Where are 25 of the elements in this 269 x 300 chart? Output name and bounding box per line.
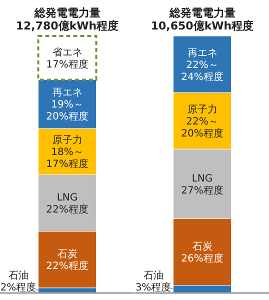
data-label: 3%程度	[134, 282, 171, 294]
data-label: 27%程度	[180, 184, 223, 196]
data-label: 22%程度	[46, 260, 88, 272]
series-label: 再エネ	[186, 48, 217, 59]
series-label: 原子力	[186, 103, 217, 116]
data-label: 19%～20%程度	[46, 100, 88, 123]
series-label: LNG	[56, 192, 78, 204]
data-label: 18%～17%程度	[46, 147, 88, 170]
series-label: 省エネ	[52, 46, 82, 58]
series-label: 石油	[142, 270, 163, 282]
data-label: 17%程度	[46, 58, 88, 70]
series-label: 石炭	[57, 248, 78, 260]
data-label: 22%～20%程度	[180, 116, 223, 140]
data-label: 2%程度	[0, 282, 36, 294]
series-label: LNG	[191, 173, 212, 184]
data-label: 22%程度	[46, 204, 88, 216]
data-label: 26%程度	[180, 252, 223, 264]
data-label: 22%～24%程度	[180, 60, 223, 83]
series-label: 再エネ	[52, 88, 82, 99]
series-label: 原子力	[52, 134, 82, 146]
bar	[37, 35, 98, 81]
x-tick-label: 総発電電力量 12,780億kWh程度	[16, 6, 119, 32]
x-tick-label: 総発電電力量 10,650億kWh程度	[150, 6, 254, 32]
series-label: 石油	[8, 270, 28, 282]
series-label: 石炭	[192, 240, 212, 252]
